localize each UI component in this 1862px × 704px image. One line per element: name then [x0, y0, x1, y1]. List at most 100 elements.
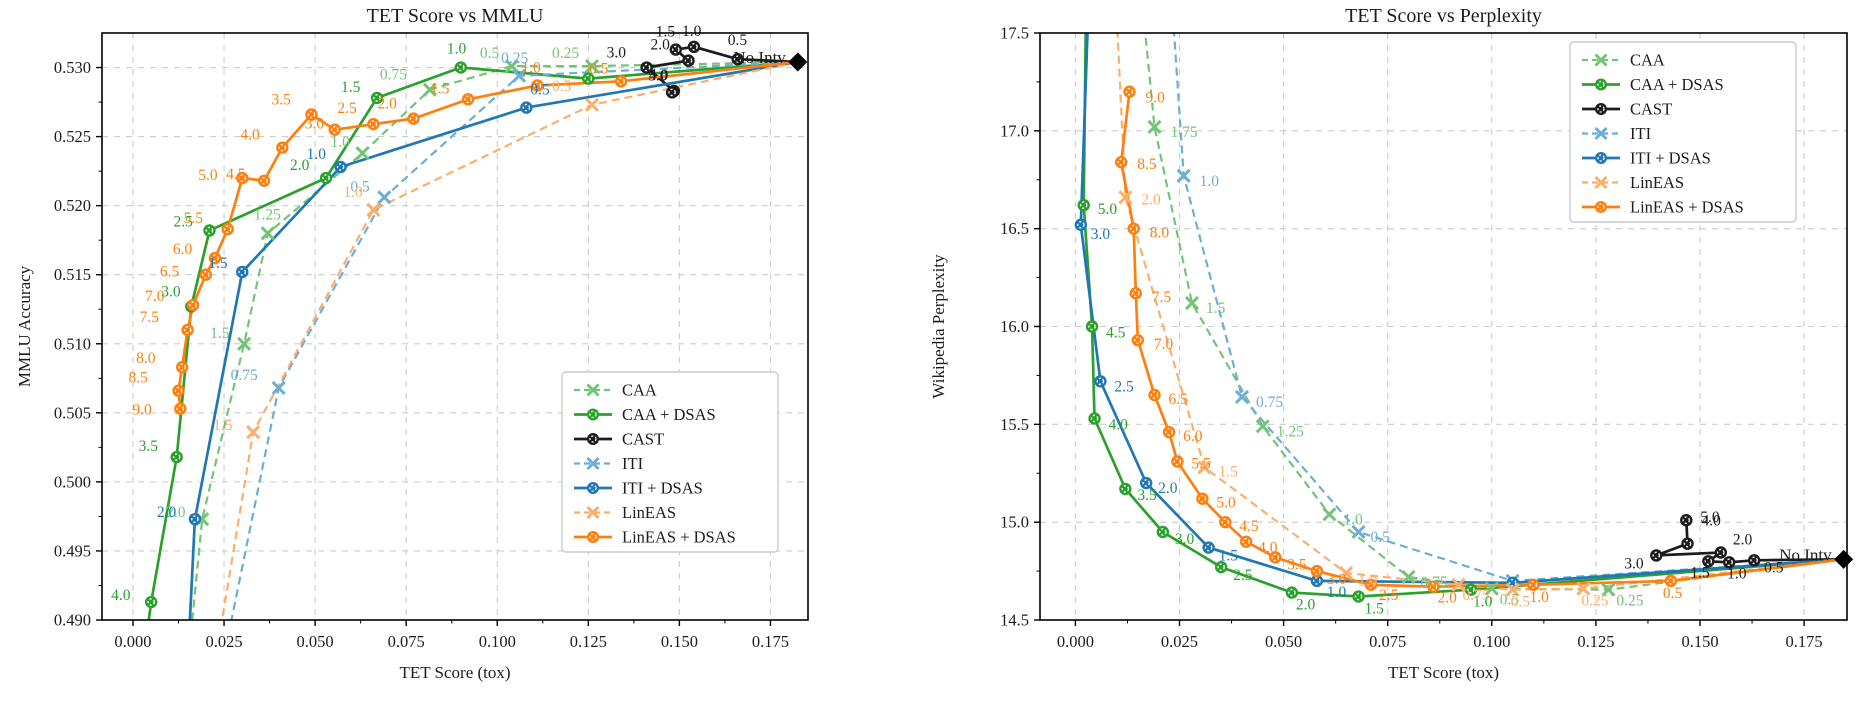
legend-marker-icon: [587, 531, 599, 543]
data-point-marker: [1088, 412, 1101, 425]
strength-label: 1.5: [208, 255, 228, 272]
data-point-marker: [1119, 482, 1132, 496]
series-point-labels-iti: 0.25 0.5 0.75: [231, 50, 529, 384]
marker-inner-ring: [189, 301, 197, 309]
strength-label: 1.0: [447, 41, 467, 58]
chart-title: TET Score vs MMLU: [367, 5, 544, 27]
marker-inner-ring: [238, 268, 247, 276]
strength-label: 2.0: [1296, 597, 1316, 614]
data-point-marker: [1451, 577, 1466, 592]
strength-label: 1.0: [521, 59, 541, 76]
y-tick-label: 0.525: [54, 127, 91, 146]
marker-inner-ring: [522, 103, 531, 112]
y-tick-label: 14.5: [1000, 611, 1029, 630]
data-point-marker: [614, 75, 628, 88]
data-point-marker: [1464, 583, 1478, 596]
data-point-marker: [221, 222, 234, 236]
series-markers-iti-dsas: [1074, 218, 1519, 590]
data-point-marker: [1722, 556, 1736, 569]
strength-label: 1.0: [343, 184, 363, 201]
legend-label: ITI + DSAS: [1630, 149, 1711, 168]
mmlu-chart: 0.250.50.751.01.251.52.01.01.52.02.53.03…: [15, 5, 809, 682]
data-point-marker: [1322, 507, 1337, 522]
legend-label: CAA + DSAS: [1630, 75, 1724, 94]
data-point-marker: [531, 79, 544, 92]
marker-inner-ring: [205, 226, 214, 235]
legend: CAA CAA + DSAS CAST ITI ITI + DSAS LinEAS LinE…: [561, 371, 779, 553]
y-tick-label: 17.5: [1000, 24, 1029, 43]
marker-inner-ring: [584, 74, 593, 83]
data-point-marker: [512, 68, 527, 83]
strength-label: 0.5: [589, 60, 609, 77]
marker-inner-ring: [172, 453, 181, 461]
data-point-marker: [461, 93, 475, 106]
marker-inner-ring: [617, 77, 625, 86]
data-point-marker: [1527, 578, 1540, 591]
marker-inner-ring: [1121, 485, 1130, 493]
strength-label: 8.0: [1150, 225, 1170, 242]
legend-box: [1569, 41, 1797, 223]
data-point-marker: [319, 171, 333, 185]
legend-item-lineas-dsas: LinEAS + DSAS: [574, 528, 736, 547]
data-point-marker: [246, 425, 261, 440]
series-point-labels-iti-dsas: 1.0 1.5 2.0 2.5 3.0: [1091, 226, 1347, 601]
marker-inner-ring: [690, 43, 698, 51]
marker-inner-ring: [1367, 580, 1375, 589]
data-point-marker: [236, 265, 249, 279]
strength-label: 5.0: [1700, 509, 1720, 526]
marker-inner-ring: [457, 63, 465, 72]
data-point-marker: [1162, 425, 1176, 439]
data-point-marker: [669, 43, 682, 56]
y-tick-label: 0.500: [54, 472, 91, 491]
data-point-marker: [1148, 388, 1161, 402]
strength-label: 0.5: [1663, 585, 1683, 602]
strength-label: 0.5: [1764, 559, 1784, 576]
y-tick-label: 0.510: [54, 334, 91, 353]
strength-label: 1.5: [213, 417, 233, 434]
series-line-lineas: [220, 60, 799, 620]
series-point-labels-lineas: 0.250.50.751.01.52.0: [1141, 191, 1608, 610]
perplexity-chart: 0.250.50.751.01.251.51.751.01.52.02.53.0…: [929, 5, 1854, 682]
strength-label: 2.0: [166, 504, 186, 521]
axis-ticks: [96, 66, 772, 626]
strength-label: 0.75: [1421, 574, 1448, 591]
strength-label: 4.0: [1109, 416, 1129, 433]
strength-label: 1.5: [1218, 463, 1238, 480]
strength-label: 4.5: [1106, 325, 1126, 342]
strength-label: 4.0: [240, 127, 260, 144]
data-point-marker: [236, 171, 249, 185]
strength-label: 1.25: [254, 206, 281, 223]
marker-inner-ring: [1096, 377, 1105, 386]
strength-label: 2.0: [157, 504, 177, 521]
strength-label: 1.0: [1327, 584, 1347, 601]
marker-inner-ring: [260, 176, 268, 185]
y-axis-label: Wikipedia Perplexity: [929, 254, 948, 399]
data-point-marker: [1156, 525, 1170, 539]
series-line-iti-dsas: [188, 60, 799, 620]
marker-inner-ring: [1088, 322, 1096, 331]
data-point-marker: [175, 361, 189, 374]
no-intv-label: No Intv: [733, 48, 786, 67]
data-point-marker: [355, 146, 370, 161]
series-markers-cast: [1650, 514, 1761, 569]
strength-label: 3.5: [1137, 487, 1157, 504]
data-point-marker: [276, 141, 289, 154]
marker-inner-ring: [202, 270, 210, 279]
marker-inner-ring: [1667, 577, 1675, 585]
legend-box: [561, 371, 779, 553]
legend-marker-icon: [587, 408, 599, 421]
strength-label: 0.5: [530, 82, 550, 99]
data-point-marker: [422, 82, 437, 97]
data-point-marker: [407, 112, 420, 125]
data-point-marker: [181, 323, 194, 337]
marker-inner-ring: [174, 386, 183, 395]
strength-label: 9.0: [1146, 90, 1166, 107]
data-point-marker: [1202, 541, 1215, 554]
strength-label: 9.0: [132, 402, 152, 419]
data-point-marker: [367, 117, 380, 131]
series-point-labels-caa-dsas: 1.01.52.02.53.03.54.04.55.0: [1098, 201, 1493, 617]
marker-inner-ring: [238, 174, 247, 182]
marker-inner-ring: [278, 143, 287, 152]
strength-label: 0.75: [380, 67, 407, 84]
